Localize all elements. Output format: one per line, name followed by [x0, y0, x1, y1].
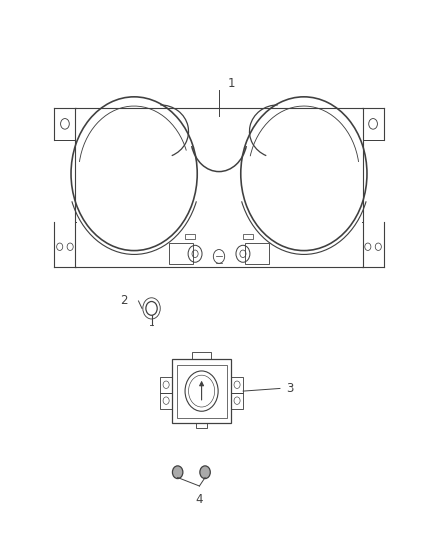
Text: 3: 3: [286, 382, 294, 395]
Circle shape: [200, 466, 210, 479]
Circle shape: [173, 466, 183, 479]
Bar: [169, 243, 193, 264]
Bar: [177, 365, 226, 418]
Bar: [185, 234, 195, 239]
Bar: [231, 393, 243, 409]
Bar: [245, 243, 269, 264]
Bar: [243, 234, 253, 239]
Text: 4: 4: [196, 493, 203, 506]
Bar: [231, 377, 243, 393]
Bar: [160, 393, 172, 409]
Bar: [196, 423, 207, 428]
Text: 2: 2: [120, 294, 127, 308]
Bar: [172, 359, 231, 423]
Text: 1: 1: [228, 77, 235, 90]
Bar: [192, 352, 211, 359]
Bar: [160, 377, 172, 393]
